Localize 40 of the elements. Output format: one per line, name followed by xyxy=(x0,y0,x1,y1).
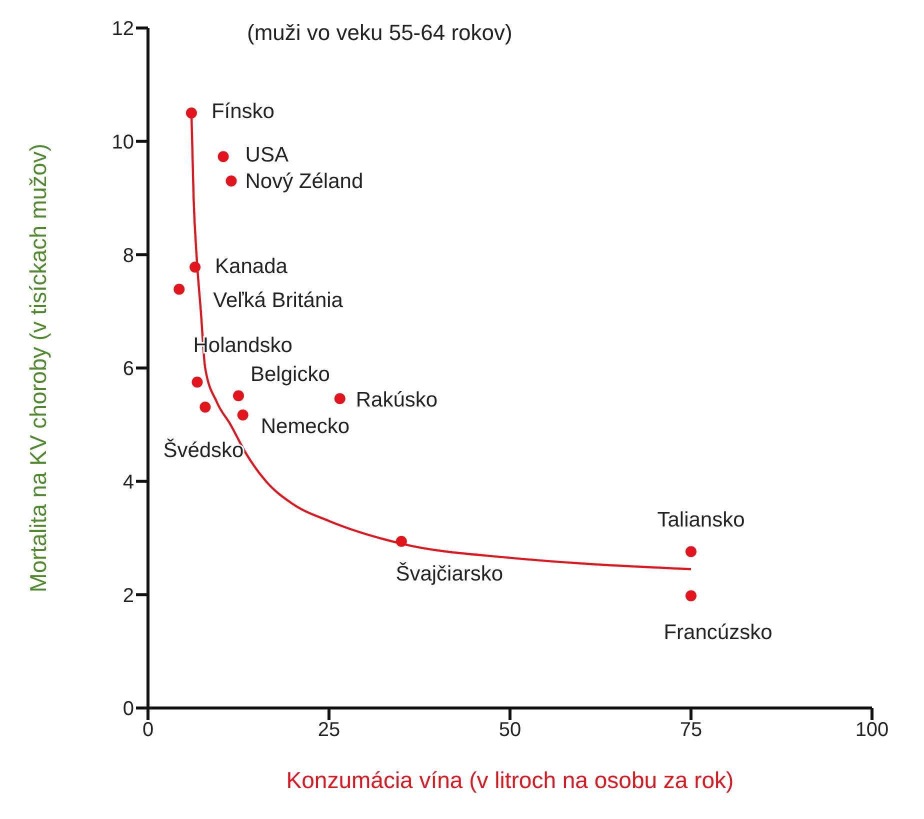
point xyxy=(186,108,197,118)
point xyxy=(686,590,696,602)
chart-title: (muži vo veku 55-64 rokov) xyxy=(247,20,512,45)
point xyxy=(174,284,185,295)
x-tick-label: 0 xyxy=(142,719,154,742)
y-tick-label: 12 xyxy=(112,18,134,40)
point xyxy=(334,393,346,404)
annotation: USA xyxy=(245,144,288,167)
point xyxy=(396,536,407,547)
point xyxy=(233,390,244,402)
point xyxy=(200,402,211,413)
annotation: Švajčiarsko xyxy=(396,561,504,586)
y-tick-label: 8 xyxy=(122,244,134,267)
annotation: Francúzsko xyxy=(664,620,772,644)
annotation: Taliansko xyxy=(657,508,745,532)
point xyxy=(686,546,696,558)
y-tick-label: 2 xyxy=(122,584,134,607)
annotation: Fínsko xyxy=(211,100,274,123)
annotation: Švédsko xyxy=(163,438,244,462)
annotation: Belgicko xyxy=(250,362,330,386)
point xyxy=(226,176,237,186)
y-tick-label: 10 xyxy=(112,131,134,154)
point xyxy=(237,410,248,421)
point xyxy=(190,262,201,273)
x-tick-label: 25 xyxy=(318,719,340,742)
annotation: Nový Zéland xyxy=(245,170,364,193)
y-axis-title: Mortalita na KV choroby (v tisíckach mužov) xyxy=(25,144,52,592)
annotation: Nemecko xyxy=(260,415,350,438)
annotation: Rakúsko xyxy=(356,388,438,412)
point xyxy=(218,151,229,162)
y-tick-label: 4 xyxy=(122,471,134,494)
point xyxy=(192,376,203,388)
annotation: Veľká Británia xyxy=(213,289,344,312)
annotation: Kanada xyxy=(215,255,288,278)
x-tick-label: 50 xyxy=(498,719,522,742)
y-tick-label: 0 xyxy=(122,698,134,720)
x-tick-label: 75 xyxy=(680,719,702,742)
x-axis-title: Konzumácia vína (v litroch na osobu za rok) xyxy=(286,767,734,793)
y-tick-label: 6 xyxy=(122,358,134,380)
x-tick-label: 100 xyxy=(855,719,889,742)
